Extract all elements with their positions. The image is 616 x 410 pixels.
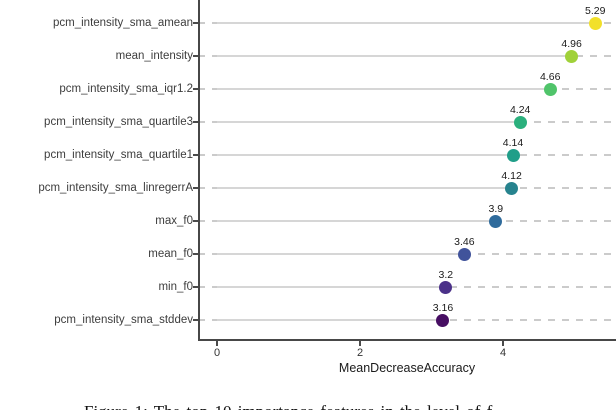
value-segment (217, 88, 551, 90)
category-label: pcm_intensity_sma_stddev (54, 314, 193, 326)
category-label: max_f0 (155, 215, 193, 227)
x-axis-title: MeanDecreaseAccuracy (338, 361, 476, 375)
y-tick (193, 121, 198, 123)
y-tick (193, 88, 198, 90)
value-segment (217, 22, 596, 24)
value-segment (217, 286, 446, 288)
value-label: 3.16 (432, 302, 454, 314)
value-label: 4.24 (509, 104, 531, 116)
category-label: min_f0 (158, 281, 193, 293)
value-segment (217, 319, 443, 321)
value-segment (217, 220, 496, 222)
category-label: pcm_intensity_sma_amean (53, 17, 193, 29)
data-point (505, 181, 519, 195)
category-label: mean_f0 (148, 248, 193, 260)
y-axis-line (198, 0, 200, 341)
y-tick (193, 286, 198, 288)
x-tick (502, 341, 504, 346)
y-tick (193, 22, 198, 24)
value-label: 3.2 (438, 269, 454, 281)
y-tick (193, 319, 198, 321)
data-point (439, 280, 453, 294)
data-point (506, 148, 520, 162)
figure-caption: Figure 1: The top 10 importance features… (84, 402, 609, 410)
x-tick-label: 4 (499, 347, 507, 359)
x-tick (216, 341, 218, 346)
data-point (489, 214, 503, 228)
y-tick (193, 55, 198, 57)
x-tick (359, 341, 361, 346)
value-segment (217, 121, 521, 123)
value-segment (217, 55, 572, 57)
data-point (543, 82, 557, 96)
data-point (565, 49, 579, 63)
data-point (513, 115, 527, 129)
y-tick (193, 187, 198, 189)
category-label: pcm_intensity_sma_linregerrA (38, 182, 193, 194)
x-tick-label: 2 (356, 347, 364, 359)
x-tick-label: 0 (213, 347, 221, 359)
value-segment (217, 187, 512, 189)
value-label: 4.14 (502, 137, 524, 149)
category-label: mean_intensity (115, 50, 193, 62)
category-label: pcm_intensity_sma_iqr1.2 (59, 83, 193, 95)
value-label: 3.46 (454, 236, 475, 248)
data-point (457, 247, 471, 261)
value-segment (217, 253, 465, 255)
y-tick (193, 154, 198, 156)
category-label: pcm_intensity_sma_quartile3 (44, 116, 193, 128)
dot-chart: 5.29 pcm_intensity_sma_amean 4.96 mean_inte… (38, 0, 616, 375)
data-point (436, 313, 450, 327)
value-label: 5.29 (585, 5, 606, 17)
value-label: 4.12 (501, 170, 522, 182)
data-point (588, 16, 602, 30)
y-tick (193, 220, 198, 222)
value-label: 4.66 (539, 71, 561, 83)
category-label: pcm_intensity_sma_quartile1 (44, 149, 193, 161)
value-label: 3.9 (488, 203, 504, 215)
x-axis-line (198, 339, 616, 341)
value-label: 4.96 (561, 38, 582, 50)
value-segment (217, 154, 513, 156)
y-tick (193, 253, 198, 255)
